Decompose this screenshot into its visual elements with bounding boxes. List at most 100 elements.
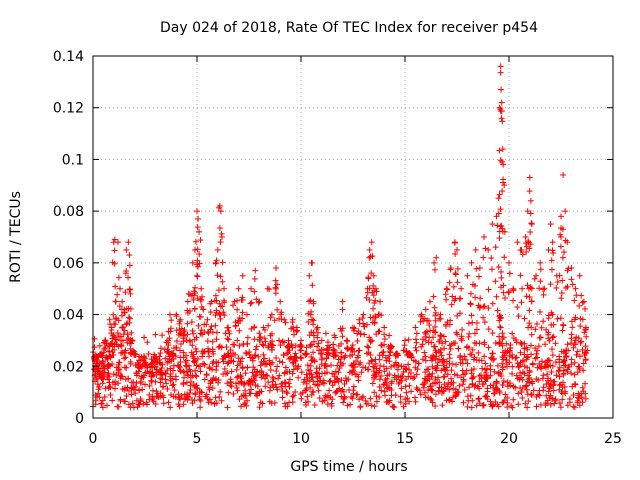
data-point	[545, 388, 552, 395]
data-point	[207, 309, 214, 316]
data-point	[197, 404, 204, 411]
data-point	[314, 334, 321, 341]
data-point	[478, 357, 485, 364]
data-point	[362, 397, 369, 404]
data-point	[470, 366, 477, 373]
data-point	[234, 387, 241, 394]
data-point	[193, 373, 200, 380]
data-point	[137, 380, 144, 387]
data-point	[510, 297, 517, 304]
data-point	[570, 403, 577, 410]
data-point	[368, 402, 375, 409]
data-point	[196, 393, 203, 400]
data-point	[209, 384, 216, 391]
data-point	[92, 397, 99, 404]
data-point	[201, 376, 208, 383]
data-point	[489, 350, 496, 357]
data-point	[325, 352, 332, 359]
data-point	[579, 299, 586, 306]
data-point	[194, 295, 201, 302]
data-point	[111, 260, 118, 267]
data-point	[499, 188, 506, 195]
data-point	[538, 365, 545, 372]
data-point	[167, 404, 174, 411]
data-point	[311, 402, 318, 409]
data-point	[419, 341, 426, 348]
data-point	[502, 356, 509, 363]
data-point	[421, 349, 428, 356]
data-point	[558, 213, 564, 220]
data-point	[329, 370, 336, 377]
data-point	[467, 351, 474, 358]
data-point	[413, 330, 420, 337]
data-point	[447, 265, 454, 272]
data-point	[128, 391, 135, 398]
data-point	[583, 333, 590, 340]
data-point	[212, 259, 219, 266]
data-point	[167, 328, 174, 335]
data-point	[580, 298, 587, 305]
data-point	[199, 353, 206, 360]
data-point	[575, 363, 582, 370]
data-point	[286, 347, 293, 354]
data-point	[422, 369, 429, 376]
data-point	[433, 364, 440, 371]
data-point	[151, 364, 158, 371]
data-point	[142, 363, 148, 370]
data-point	[530, 387, 537, 394]
data-point	[442, 338, 449, 345]
y-tick-label: 0	[75, 411, 84, 427]
data-point	[197, 368, 204, 375]
data-point	[102, 344, 109, 351]
data-point	[308, 357, 315, 364]
data-point	[459, 326, 466, 333]
data-point	[545, 335, 552, 342]
data-point	[198, 389, 205, 396]
data-point	[288, 341, 295, 348]
data-point	[583, 349, 590, 356]
data-point	[507, 382, 514, 389]
data-point	[153, 388, 160, 395]
data-point	[197, 363, 204, 370]
data-point	[489, 300, 496, 307]
data-point	[91, 344, 98, 351]
data-point	[170, 367, 177, 374]
data-point	[431, 343, 438, 350]
data-point	[153, 371, 160, 378]
data-point	[224, 335, 231, 342]
data-point	[344, 345, 351, 352]
data-point	[276, 372, 283, 379]
data-point	[544, 357, 551, 364]
data-point	[205, 330, 212, 337]
data-point	[168, 317, 175, 324]
data-point	[548, 257, 555, 264]
data-point	[493, 379, 500, 386]
data-point	[287, 355, 294, 362]
data-point	[499, 342, 506, 349]
data-point	[165, 399, 172, 406]
data-point	[234, 297, 241, 304]
data-point	[450, 385, 457, 392]
data-point	[189, 327, 196, 334]
data-point	[472, 246, 479, 253]
data-point	[447, 317, 454, 324]
data-point	[284, 390, 291, 397]
data-point	[394, 366, 401, 373]
y-axis-label: ROTI / TECUs	[8, 191, 24, 283]
data-point	[214, 272, 221, 279]
data-point	[219, 355, 226, 362]
data-point	[114, 291, 121, 298]
data-point	[236, 342, 243, 349]
data-point	[556, 356, 563, 363]
data-point	[580, 360, 587, 367]
data-point	[377, 298, 384, 305]
data-point	[342, 352, 349, 359]
data-point	[121, 385, 128, 392]
data-point	[540, 286, 547, 293]
data-point	[417, 391, 424, 398]
data-point	[180, 374, 187, 381]
data-point	[106, 348, 113, 355]
data-point	[540, 372, 547, 379]
data-point	[125, 401, 132, 408]
data-point	[454, 312, 461, 319]
